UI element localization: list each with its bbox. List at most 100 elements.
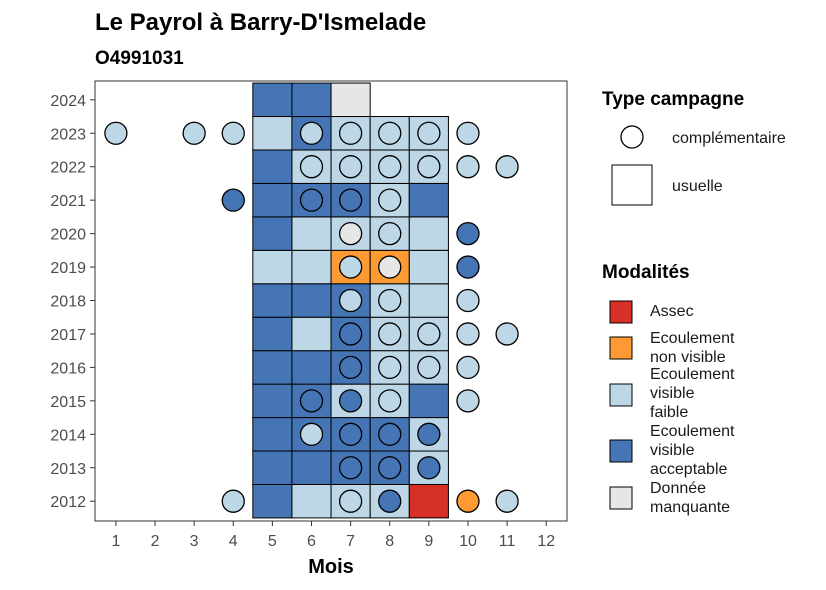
point-2013-8 [378,456,402,480]
cell-2019-5 [252,249,293,285]
cell-2023-5 [252,116,293,151]
legend-label-faible-2: faible [650,404,688,421]
x-tick-label-10: 10 [459,533,477,550]
cell-2012-9 [408,483,449,519]
cell-2016-6 [291,350,332,385]
y-tick-label-2022: 2022 [50,160,86,177]
legend-label-usuelle: usuelle [672,178,723,195]
cell-2017-6 [291,316,332,352]
point-2023-3 [182,121,206,145]
y-tick-label-2012: 2012 [50,494,86,511]
legend-circle-complementaire [620,125,644,149]
x-tick-label-6: 6 [307,533,316,550]
y-tick-label-2024: 2024 [50,93,86,110]
x-tick-label-5: 5 [268,533,277,550]
point-2022-9 [417,155,441,179]
complementaire-points [104,121,519,513]
chart-subtitle: O4991031 [95,48,184,69]
y-tick-label-2020: 2020 [50,227,86,244]
point-2017-10 [456,322,480,346]
point-2023-7 [338,121,363,145]
cell-2021-5 [252,182,293,218]
point-2016-10 [456,355,480,380]
legend-type-title: Type campagne [602,89,744,110]
legend-label-faible-1: visible [650,385,695,402]
legend-swatch-faible [609,383,633,407]
point-2022-6 [299,155,324,179]
cell-2019-6 [291,249,332,285]
point-2012-8 [378,489,402,513]
x-tick-label-12: 12 [537,533,555,550]
cell-2021-9 [408,182,449,218]
x-tick-label-2: 2 [151,533,160,550]
cell-2012-5 [252,483,293,519]
legend-label-faible-0: Ecoulement [650,366,735,383]
cell-2015-9 [408,383,449,419]
point-2023-4 [221,121,245,145]
x-tick-label-7: 7 [346,533,355,550]
legend-label-acceptable-0: Ecoulement [650,423,735,440]
cell-2022-5 [252,149,293,184]
cell-2018-5 [252,283,293,318]
point-2016-7 [338,355,363,380]
point-2016-8 [378,355,402,380]
cell-2018-6 [291,283,332,318]
y-tick-label-2014: 2014 [50,427,86,444]
point-2023-1 [104,121,128,145]
point-2017-7 [338,322,363,346]
cell-2020-9 [408,216,449,251]
legend-square-usuelle [611,164,653,206]
legend-label-assec-0: Assec [650,303,694,320]
point-2014-7 [338,422,363,446]
y-tick-label-2016: 2016 [50,360,86,377]
chart-title: Le Payrol à Barry-D'Ismelade [95,9,426,36]
y-tick-label-2023: 2023 [50,126,86,143]
point-2013-9 [417,456,441,480]
legend-label-manquante-0: Donnée [650,480,706,497]
point-2022-8 [378,155,402,179]
point-2015-7 [338,389,363,413]
x-tick-label-9: 9 [424,533,433,550]
legend-label-nonvisible-0: Ecoulement [650,330,735,347]
x-tick-label-4: 4 [229,533,238,550]
point-2023-9 [417,121,441,145]
point-2022-10 [456,155,480,179]
point-2021-6 [299,188,324,212]
point-2018-10 [456,288,480,313]
point-2022-11 [495,155,519,179]
cell-2017-5 [252,316,293,352]
point-2023-10 [456,121,480,145]
point-2017-9 [417,322,441,346]
cell-2015-5 [252,383,293,419]
cell-2019-9 [408,249,449,285]
point-2015-10 [456,389,480,413]
y-axis-ticks: 2012 2013 2014 2015 2016 2017 2018 2019 2020 2021… [50,93,95,511]
point-2019-8 [378,255,402,279]
x-axis-label: Mois [308,556,354,578]
legend-label-acceptable-1: visible [650,442,695,459]
legend-swatch-assec [609,300,633,324]
point-2018-8 [378,288,402,313]
legend-label-acceptable-2: acceptable [650,461,727,478]
point-2012-4 [221,489,245,513]
x-tick-label-8: 8 [385,533,394,550]
y-tick-label-2015: 2015 [50,394,86,411]
point-2019-7 [338,255,363,279]
cell-2016-5 [252,350,293,385]
legend-label-complementaire: complémentaire [672,130,786,147]
point-2021-7 [338,188,363,212]
point-2019-10 [456,255,480,279]
y-tick-label-2019: 2019 [50,260,86,277]
cell-2024-6 [291,82,332,118]
legend-type-campagne: Type campagne complémentaire usuelle [602,89,786,206]
point-2020-10 [456,221,480,246]
point-2012-7 [338,489,363,513]
cell-2020-5 [252,216,293,251]
legend-label-nonvisible-1: non visible [650,349,726,366]
cell-2013-5 [252,450,293,485]
point-2013-7 [338,456,363,480]
y-tick-label-2013: 2013 [50,461,86,478]
cell-2014-5 [252,417,293,452]
x-tick-label-1: 1 [111,533,120,550]
